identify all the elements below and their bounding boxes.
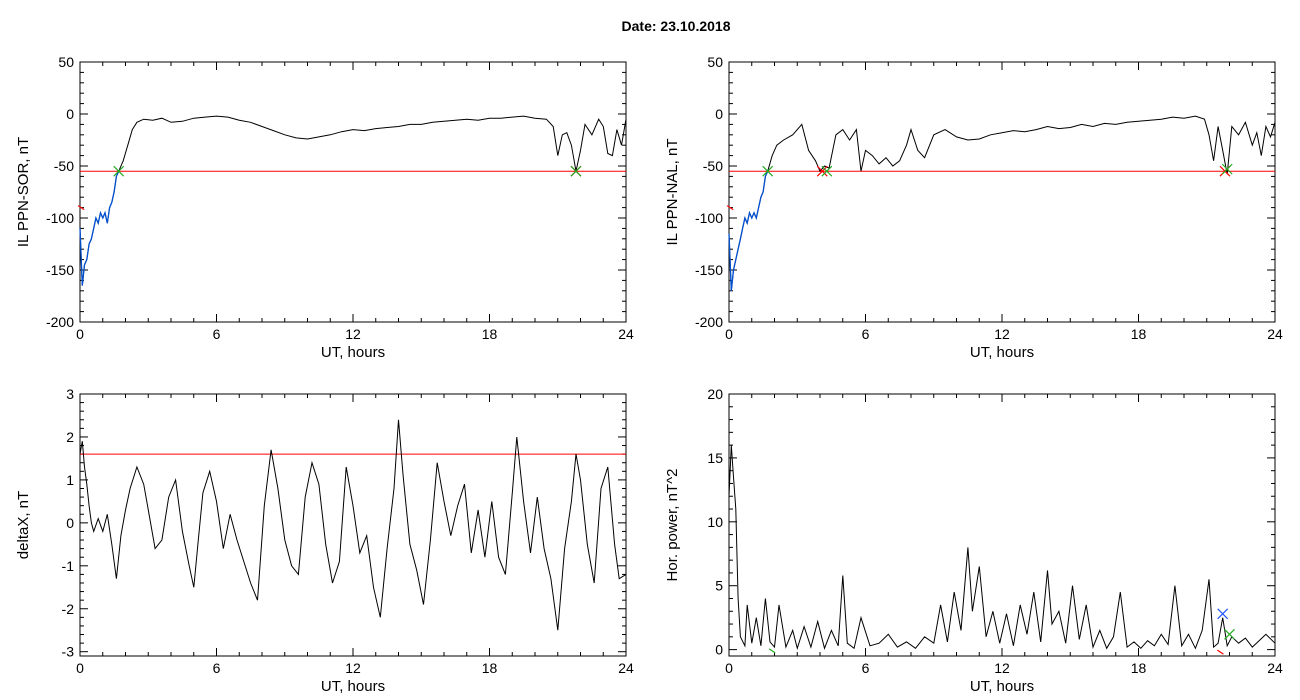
plot-frame	[728, 61, 1276, 323]
y-tick-label: 5	[715, 578, 723, 594]
y-tick-label: -100	[695, 210, 723, 226]
series-line	[728, 115, 1276, 291]
event-marker	[113, 165, 125, 177]
y-tick-label: -2	[62, 601, 75, 617]
event-marker	[816, 165, 828, 177]
x-axis-label: UT, hours	[970, 678, 1034, 695]
y-tick-label: -50	[54, 158, 74, 174]
y-tick-label: -50	[703, 158, 723, 174]
y-tick-label: -200	[46, 314, 74, 330]
x-tick-label: 6	[862, 326, 870, 342]
event-marker	[821, 165, 833, 177]
x-tick-label: 6	[213, 660, 221, 676]
y-tick-label: -150	[46, 262, 74, 278]
x-axis-label: UT, hours	[321, 678, 385, 695]
y-tick-label: 1	[66, 472, 74, 488]
x-tick-label: 0	[76, 660, 84, 676]
y-tick-label: 50	[707, 54, 723, 70]
x-tick-label: 6	[862, 660, 870, 676]
y-tick-label: 0	[715, 106, 723, 122]
y-tick-label: -100	[46, 210, 74, 226]
y-tick-label: 15	[707, 450, 723, 466]
x-tick-label: 24	[1267, 660, 1283, 676]
y-tick-label: 0	[66, 106, 74, 122]
x-tick-label: 18	[482, 326, 498, 342]
series-line	[79, 419, 627, 631]
x-tick-label: 24	[618, 660, 634, 676]
x-tick-label: 24	[618, 326, 634, 342]
y-tick-label: 20	[707, 386, 723, 402]
x-tick-label: 6	[213, 326, 221, 342]
y-tick-label: -200	[695, 314, 723, 330]
highlight-segment	[79, 170, 120, 286]
y-tick-label: -3	[62, 644, 75, 660]
x-tick-label: 0	[76, 326, 84, 342]
y-tick-label: -1	[62, 558, 75, 574]
x-axis-label: UT, hours	[321, 344, 385, 361]
y-tick-label: 0	[66, 515, 74, 531]
y-tick-label: 10	[707, 514, 723, 530]
x-tick-label: 18	[482, 660, 498, 676]
event-tick	[768, 648, 776, 654]
x-tick-label: 12	[994, 326, 1010, 342]
x-tick-label: 18	[1131, 326, 1147, 342]
event-marker	[762, 165, 774, 177]
page-title: Date: 23.10.2018	[621, 18, 731, 34]
y-axis-label: IL PPN-SOR, nT	[15, 137, 32, 247]
y-tick-label: 2	[66, 429, 74, 445]
y-tick-label: 3	[66, 386, 74, 402]
y-tick-label: 0	[715, 642, 723, 658]
x-tick-label: 12	[345, 326, 361, 342]
series-line	[728, 445, 1276, 651]
x-axis-label: UT, hours	[970, 344, 1034, 361]
event-marker	[570, 165, 582, 177]
plot-frame	[79, 61, 627, 323]
series-line	[79, 115, 627, 286]
x-tick-label: 0	[725, 326, 733, 342]
plot-il-ppn-sor: 0 6 12 18 24 -200 -150 -100 -50 0 50 UT, hours IL PP…	[15, 54, 634, 361]
x-tick-label: 12	[345, 660, 361, 676]
y-tick-label: -150	[695, 262, 723, 278]
x-tick-label: 24	[1267, 326, 1283, 342]
highlight-segment	[728, 170, 769, 291]
plot-frame	[728, 393, 1276, 657]
plot-il-ppn-nal: 0 6 12 18 24 -200 -150 -100 -50 0 50 UT, hours IL PP…	[664, 54, 1283, 361]
y-axis-label: IL PPN-NAL, nT	[664, 139, 681, 246]
event-tick	[77, 205, 85, 211]
event-tick	[1217, 649, 1224, 655]
plot-frame	[79, 393, 627, 657]
x-tick-label: 0	[725, 660, 733, 676]
y-axis-label: Hor. power, nT^2	[664, 469, 681, 582]
event-tick	[726, 205, 734, 211]
x-tick-label: 12	[994, 660, 1010, 676]
y-tick-label: 50	[58, 54, 74, 70]
event-marker	[1224, 628, 1235, 640]
x-tick-label: 18	[1131, 660, 1147, 676]
event-marker	[1217, 608, 1229, 620]
plot-hor-power: 0 6 12 18 24 0 5 10 15 20 UT, hours Hor. power, nT^…	[664, 386, 1283, 695]
y-axis-label: deltaX, nT	[15, 491, 32, 559]
event-marker	[1221, 163, 1233, 175]
